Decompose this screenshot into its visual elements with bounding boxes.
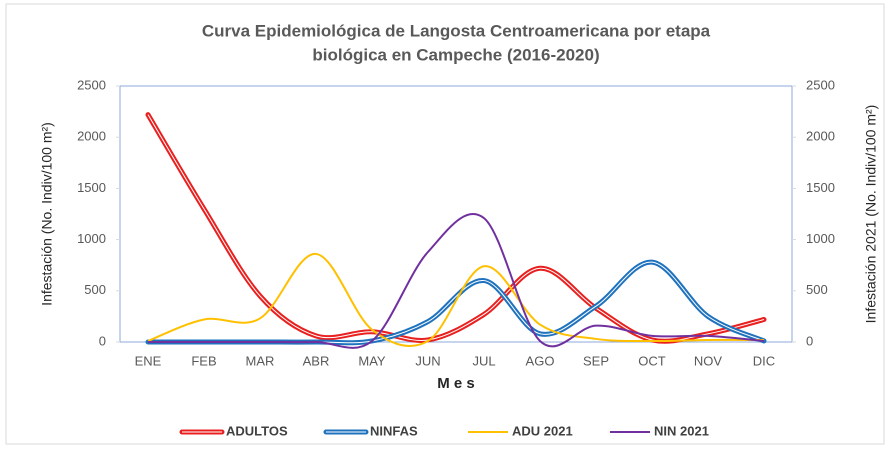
x-tick-label: DIC [753,353,775,368]
x-tick-label: JUN [415,353,440,368]
x-tick-label: AGO [526,353,555,368]
x-tick-label: OCT [638,353,666,368]
line-series [147,252,765,347]
y2-tick-label: 500 [806,282,828,297]
y-axis-title: Infestación (No. Indiv/100 m²) [39,122,55,306]
line-series-inner [147,114,765,342]
x-tick-label: JUL [472,353,495,368]
x-tick-label: ENE [135,353,162,368]
y-tick-label: 2000 [77,129,106,144]
x-tick-label: ABR [303,353,330,368]
y2-tick-label: 1000 [806,231,835,246]
x-tick-label: MAR [246,353,275,368]
x-axis-title: M e s [437,375,475,392]
y-tick-label: 500 [84,282,106,297]
legend-label: ADU 2021 [512,423,573,438]
y-tick-label: 2500 [77,77,106,92]
x-tick-label: FEB [191,353,216,368]
legend-label: NIN 2021 [654,423,709,438]
legend-label: ADULTOS [226,423,288,438]
legend-label: NINFAS [370,423,418,438]
y-tick-label: 1000 [77,231,106,246]
y-tick-label: 0 [99,333,106,348]
y2-tick-label: 2500 [806,77,835,92]
line-series [147,212,765,349]
y2-axis-title: Infestación 2021 (No. Indiv/100 m²) [863,105,879,324]
x-tick-label: NOV [694,353,723,368]
y-tick-label: 1500 [77,180,106,195]
y2-tick-label: 2000 [806,129,835,144]
plot-frame [119,85,793,343]
chart-title: Curva Epidemiológica de Langosta Centroa… [202,21,711,40]
x-tick-label: SEP [583,353,609,368]
chart-title: biológica en Campeche (2016-2020) [312,45,599,64]
y2-tick-label: 0 [806,333,813,348]
x-tick-label: MAY [358,353,386,368]
y2-tick-label: 1500 [806,180,835,195]
chart-frame [5,3,885,445]
